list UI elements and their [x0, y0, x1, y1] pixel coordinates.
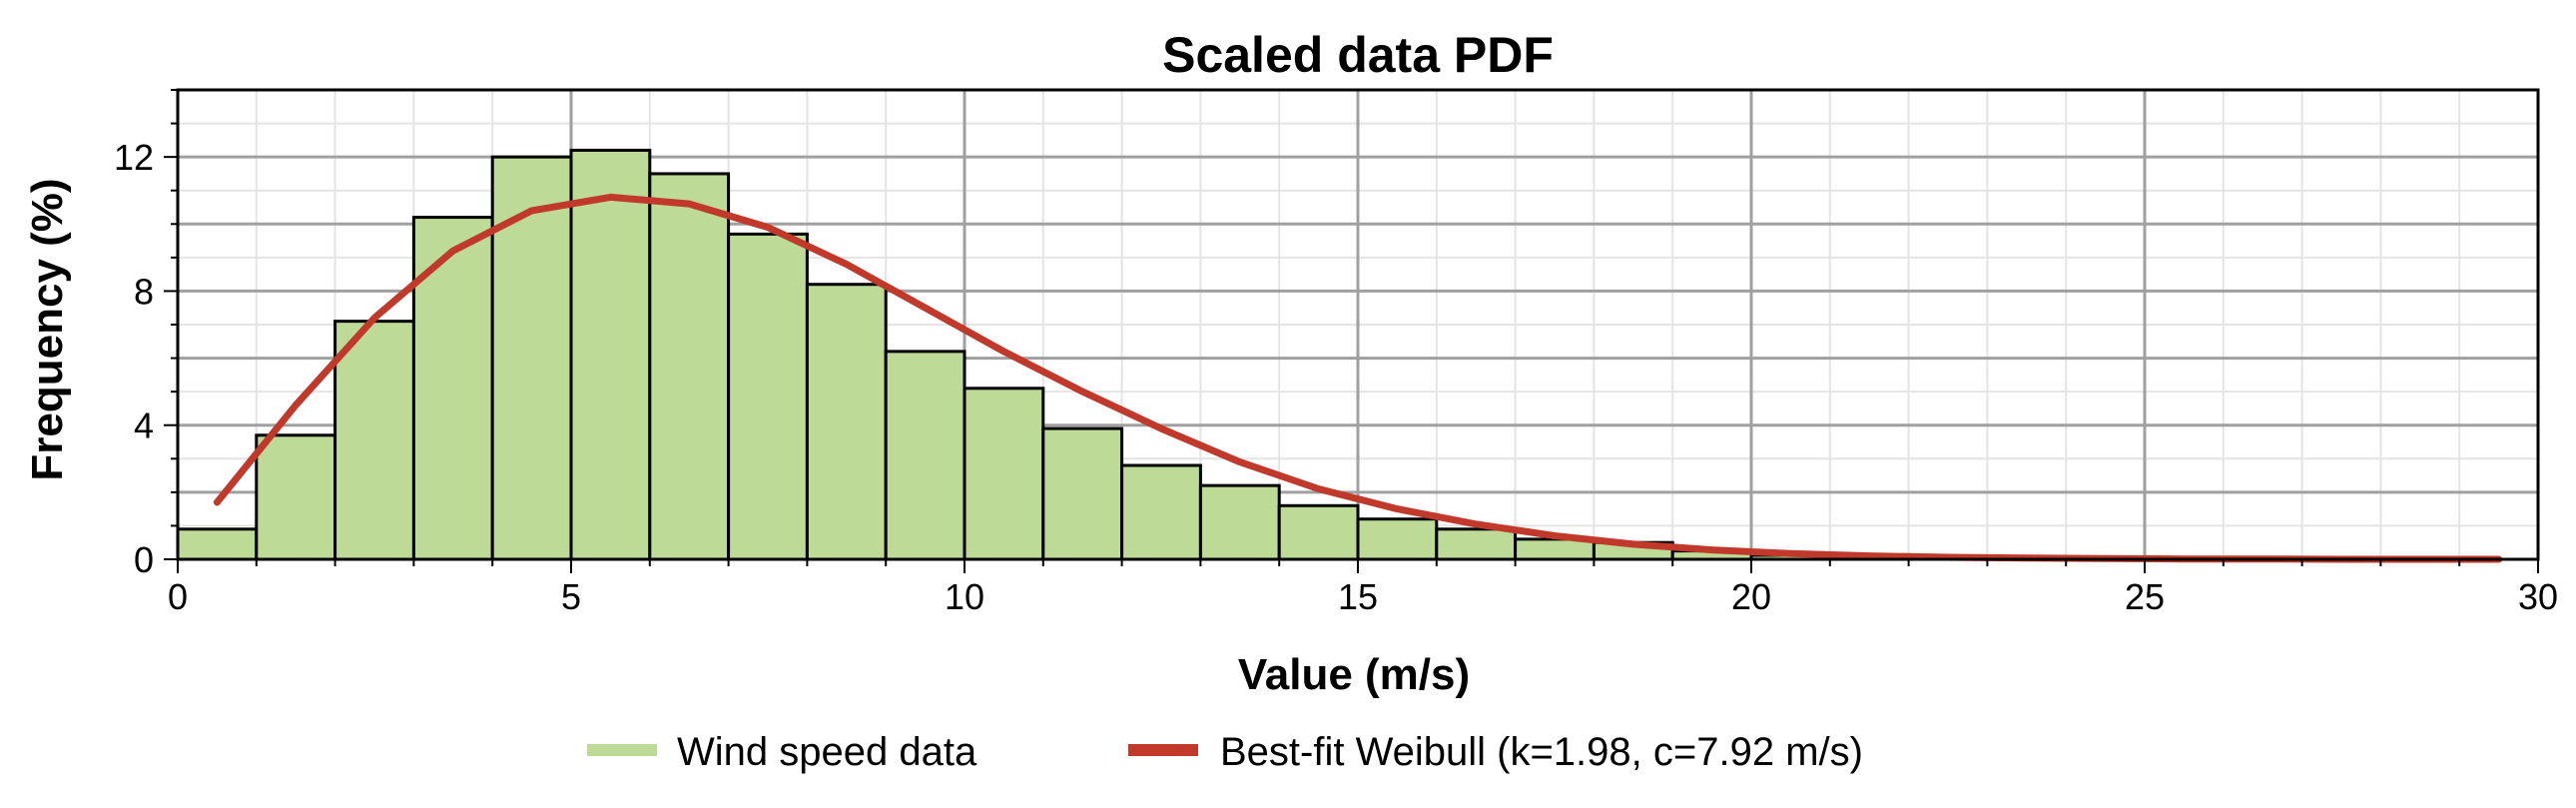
histogram-bar [492, 157, 571, 559]
y-axis-label: Frequency (%) [23, 178, 72, 480]
x-tick-label: 15 [1338, 576, 1378, 617]
y-tick-label: 8 [134, 271, 154, 312]
x-tick-label: 10 [945, 576, 984, 617]
x-tick-label: 25 [2125, 576, 2165, 617]
legend-swatch-wind-speed [587, 744, 657, 756]
histogram-bar [413, 218, 492, 559]
x-axis-label: Value (m/s) [1238, 650, 1470, 699]
legend-label-wind-speed: Wind speed data [677, 730, 977, 774]
chart-title: Scaled data PDF [1162, 27, 1554, 83]
histogram-bar [1358, 519, 1437, 559]
x-tick-label: 30 [2518, 576, 2558, 617]
histogram-bar [257, 435, 335, 559]
histogram-bar [729, 234, 808, 559]
legend-swatch-weibull [1128, 744, 1198, 756]
histogram-bar [1200, 485, 1279, 559]
histogram-bar [886, 352, 965, 559]
histogram-bar [807, 285, 886, 559]
x-tick-label: 0 [168, 576, 188, 617]
histogram-bar [965, 389, 1043, 559]
histogram-bar [1279, 505, 1358, 559]
y-tick-labels: 0 4 8 12 [114, 137, 154, 580]
histogram-bar [1437, 529, 1516, 559]
x-tick-label: 20 [1731, 576, 1771, 617]
y-tick-label: 0 [134, 539, 154, 580]
histogram-bar [1043, 428, 1122, 559]
y-tick-label: 12 [114, 137, 154, 178]
legend: Wind speed data Best-fit Weibull (k=1.98… [587, 730, 1863, 774]
histogram-bar [178, 529, 257, 559]
x-tick-label: 5 [561, 576, 581, 617]
histogram-bar [650, 174, 729, 559]
y-tick-label: 4 [134, 405, 154, 446]
histogram-bar [571, 150, 650, 559]
legend-label-weibull: Best-fit Weibull (k=1.98, c=7.92 m/s) [1220, 730, 1863, 774]
histogram-bar [335, 322, 414, 559]
histogram-bar [1122, 465, 1201, 559]
x-tick-labels: 0 5 10 15 20 25 30 [168, 576, 2558, 617]
